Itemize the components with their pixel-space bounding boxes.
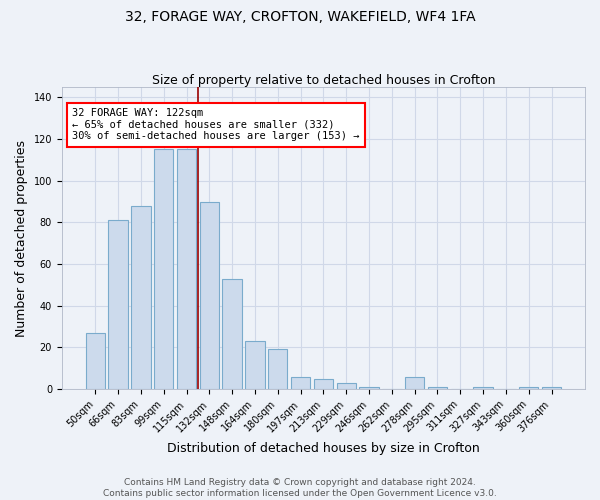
Y-axis label: Number of detached properties: Number of detached properties xyxy=(15,140,28,336)
Text: 32, FORAGE WAY, CROFTON, WAKEFIELD, WF4 1FA: 32, FORAGE WAY, CROFTON, WAKEFIELD, WF4 … xyxy=(125,10,475,24)
Bar xyxy=(131,206,151,389)
Bar xyxy=(86,333,105,389)
Bar xyxy=(177,150,196,389)
Bar xyxy=(405,376,424,389)
Bar xyxy=(154,150,173,389)
Text: 32 FORAGE WAY: 122sqm
← 65% of detached houses are smaller (332)
30% of semi-det: 32 FORAGE WAY: 122sqm ← 65% of detached … xyxy=(72,108,360,142)
Bar xyxy=(314,378,333,389)
Bar xyxy=(109,220,128,389)
Title: Size of property relative to detached houses in Crofton: Size of property relative to detached ho… xyxy=(152,74,495,87)
Bar xyxy=(542,387,561,389)
Text: Contains HM Land Registry data © Crown copyright and database right 2024.
Contai: Contains HM Land Registry data © Crown c… xyxy=(103,478,497,498)
Bar xyxy=(519,387,538,389)
Bar xyxy=(200,202,219,389)
Bar xyxy=(473,387,493,389)
Bar xyxy=(268,350,287,389)
Bar xyxy=(428,387,447,389)
Bar xyxy=(337,383,356,389)
Bar xyxy=(359,387,379,389)
Bar xyxy=(291,376,310,389)
Bar xyxy=(245,341,265,389)
Bar xyxy=(223,278,242,389)
X-axis label: Distribution of detached houses by size in Crofton: Distribution of detached houses by size … xyxy=(167,442,480,455)
